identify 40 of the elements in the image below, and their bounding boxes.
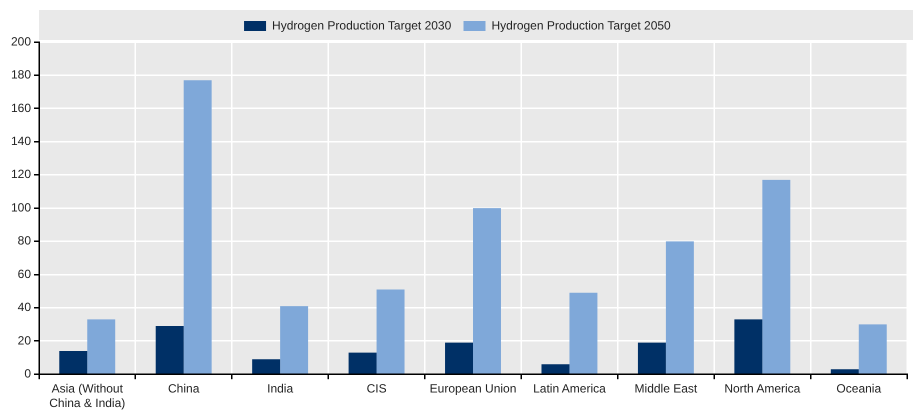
- bar: [569, 292, 598, 374]
- bar: [252, 359, 280, 374]
- y-tick-label: 20: [18, 333, 32, 348]
- x-tick-label: Oceania: [836, 382, 882, 396]
- bar: [445, 342, 474, 374]
- y-tick-label: 120: [10, 167, 32, 182]
- y-tick-label: 60: [18, 266, 32, 281]
- bar: [348, 352, 377, 374]
- x-tick-label: Latin America: [533, 382, 606, 396]
- bar: [666, 241, 694, 374]
- x-tick-label: India: [267, 382, 294, 396]
- x-tick-label: European Union: [430, 382, 516, 396]
- bar: [541, 364, 570, 374]
- bar: [59, 350, 88, 374]
- bar: [762, 180, 790, 374]
- bar: [473, 208, 501, 374]
- bar: [280, 306, 308, 374]
- y-tick-label: 40: [18, 300, 32, 314]
- y-tick-label: 160: [10, 100, 32, 115]
- y-tick-label: 180: [10, 68, 32, 82]
- legend-label: Hydrogen Production Target 2050: [492, 18, 672, 32]
- x-tick-label: Middle East: [634, 382, 698, 396]
- bar: [858, 324, 887, 374]
- x-tick-label: China: [168, 382, 200, 396]
- bar: [184, 80, 212, 374]
- y-tick-label: 140: [10, 134, 32, 148]
- bar: [376, 289, 405, 374]
- y-tick-label: 80: [18, 234, 32, 248]
- y-tick-label: 100: [10, 200, 32, 214]
- bar: [87, 319, 116, 374]
- x-tick-label: CIS: [366, 382, 387, 396]
- x-tick-label: North America: [724, 382, 801, 396]
- bar: [638, 342, 666, 374]
- y-tick-label: 200: [10, 34, 32, 48]
- bar: [830, 369, 859, 374]
- bar: [734, 319, 762, 374]
- y-tick-label: 0: [24, 366, 32, 381]
- legend-label: Hydrogen Production Target 2030: [272, 18, 452, 32]
- bar: [156, 326, 184, 374]
- x-tick-label: Asia (Without China & India): [49, 382, 126, 410]
